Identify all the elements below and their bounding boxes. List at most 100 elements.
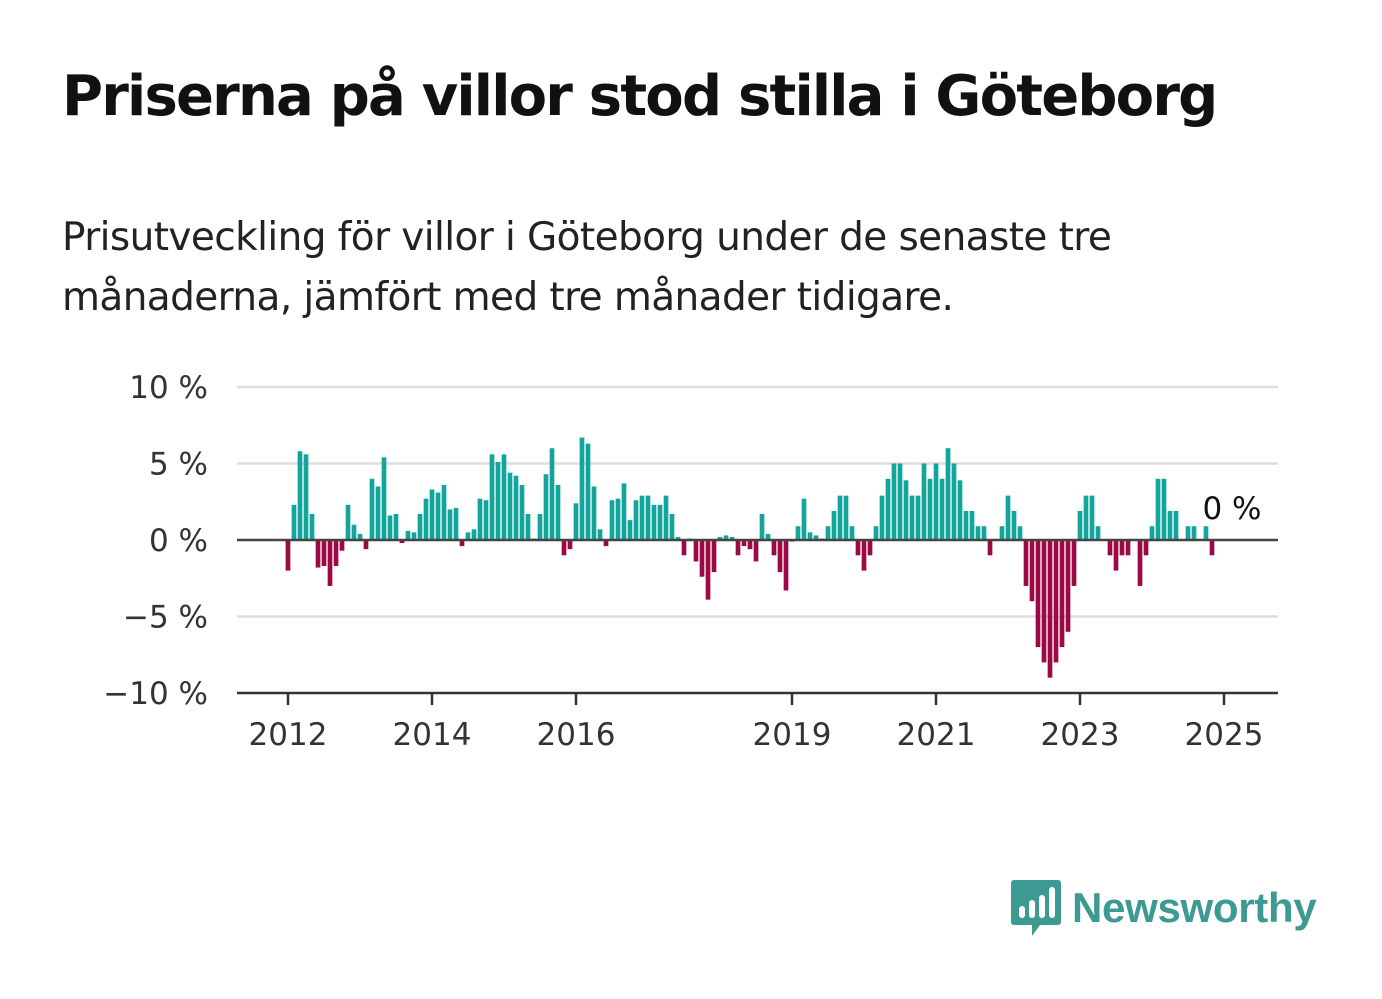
annotations: 0 %	[1202, 491, 1261, 527]
bar	[651, 504, 657, 540]
bar	[945, 448, 951, 540]
bar	[477, 498, 483, 540]
bar	[579, 437, 585, 540]
chart-title: Priserna på villor stod stilla i Götebor…	[62, 64, 1218, 129]
bar	[519, 484, 525, 540]
bar	[705, 540, 711, 600]
bar	[801, 498, 807, 540]
x-tick-label: 2021	[897, 717, 976, 753]
bar	[723, 535, 729, 540]
bar	[483, 500, 489, 540]
x-tick-label: 2019	[753, 717, 832, 753]
bar	[327, 540, 333, 586]
bar	[1119, 540, 1125, 556]
bar	[771, 540, 777, 556]
bar	[669, 513, 675, 540]
bar	[1203, 526, 1209, 540]
bar	[543, 474, 549, 540]
bar	[1035, 540, 1041, 648]
bar	[351, 524, 357, 540]
bar	[885, 478, 891, 540]
bar	[963, 510, 969, 540]
bar	[765, 533, 771, 540]
bar	[891, 463, 897, 540]
bar	[693, 540, 699, 562]
bar	[921, 463, 927, 540]
bar	[645, 495, 651, 540]
bar	[1059, 540, 1065, 648]
bar	[315, 540, 321, 568]
bar	[411, 532, 417, 540]
bar	[417, 513, 423, 540]
bar	[975, 526, 981, 540]
bar	[759, 513, 765, 540]
bar	[537, 513, 543, 540]
x-tick-label: 2012	[249, 717, 328, 753]
bar-chart: 10 % 5 % 0 % −5 % −10 % 2012 2014 2016 2019 2021…	[103, 370, 1278, 753]
bar	[1173, 510, 1179, 540]
bar	[375, 486, 381, 540]
bar	[405, 530, 411, 540]
bar	[573, 503, 579, 540]
bar	[1005, 495, 1011, 540]
bar	[567, 540, 573, 550]
bar	[1113, 540, 1119, 571]
bar	[459, 540, 465, 547]
bar	[1125, 540, 1131, 556]
y-tick-label: 0 %	[149, 523, 208, 559]
bar	[633, 500, 639, 540]
bar	[681, 540, 687, 556]
bar	[303, 454, 309, 540]
bar	[1155, 478, 1161, 540]
bar	[795, 526, 801, 540]
bar	[783, 540, 789, 591]
bar	[663, 495, 669, 540]
bar	[837, 495, 843, 540]
brand-name: Newsworthy	[1072, 884, 1317, 931]
bar	[1167, 510, 1173, 540]
bar	[393, 513, 399, 540]
bar	[855, 540, 861, 556]
newsworthy-logo: Newsworthy	[1010, 878, 1317, 938]
bar	[297, 451, 303, 540]
bar	[987, 540, 993, 556]
x-tick-label: 2023	[1041, 717, 1120, 753]
bar	[333, 540, 339, 567]
y-tick-label: −5 %	[123, 600, 208, 636]
bar	[1149, 526, 1155, 540]
bar	[603, 540, 609, 547]
bar	[609, 500, 615, 540]
bar	[711, 540, 717, 573]
x-axis-labels: 2012 2014 2016 2019 2021 2023 2025	[249, 693, 1264, 753]
bar	[321, 540, 327, 567]
bar	[1017, 526, 1023, 540]
bar	[1071, 540, 1077, 586]
bar	[813, 535, 819, 540]
bar	[933, 463, 939, 540]
bar	[657, 504, 663, 540]
x-tick-label: 2025	[1185, 717, 1264, 753]
bar	[1161, 478, 1167, 540]
bar	[1041, 540, 1047, 663]
bar-chart-speech-bubble-icon	[1011, 880, 1061, 936]
bar	[429, 489, 435, 540]
bar	[387, 515, 393, 540]
bar	[501, 454, 507, 540]
x-tick-label: 2014	[393, 717, 472, 753]
bar	[1065, 540, 1071, 632]
bar	[381, 457, 387, 540]
bar	[363, 540, 369, 550]
x-tick-label: 2016	[537, 717, 616, 753]
bar	[1185, 526, 1191, 540]
bar	[627, 520, 633, 540]
bar	[357, 533, 363, 540]
gridlines	[237, 385, 1278, 618]
bar	[957, 480, 963, 540]
bar	[825, 526, 831, 540]
bar	[831, 510, 837, 540]
bar	[1077, 510, 1083, 540]
bar	[729, 536, 735, 540]
bar	[861, 540, 867, 571]
bar	[285, 540, 291, 571]
bar	[453, 507, 459, 540]
